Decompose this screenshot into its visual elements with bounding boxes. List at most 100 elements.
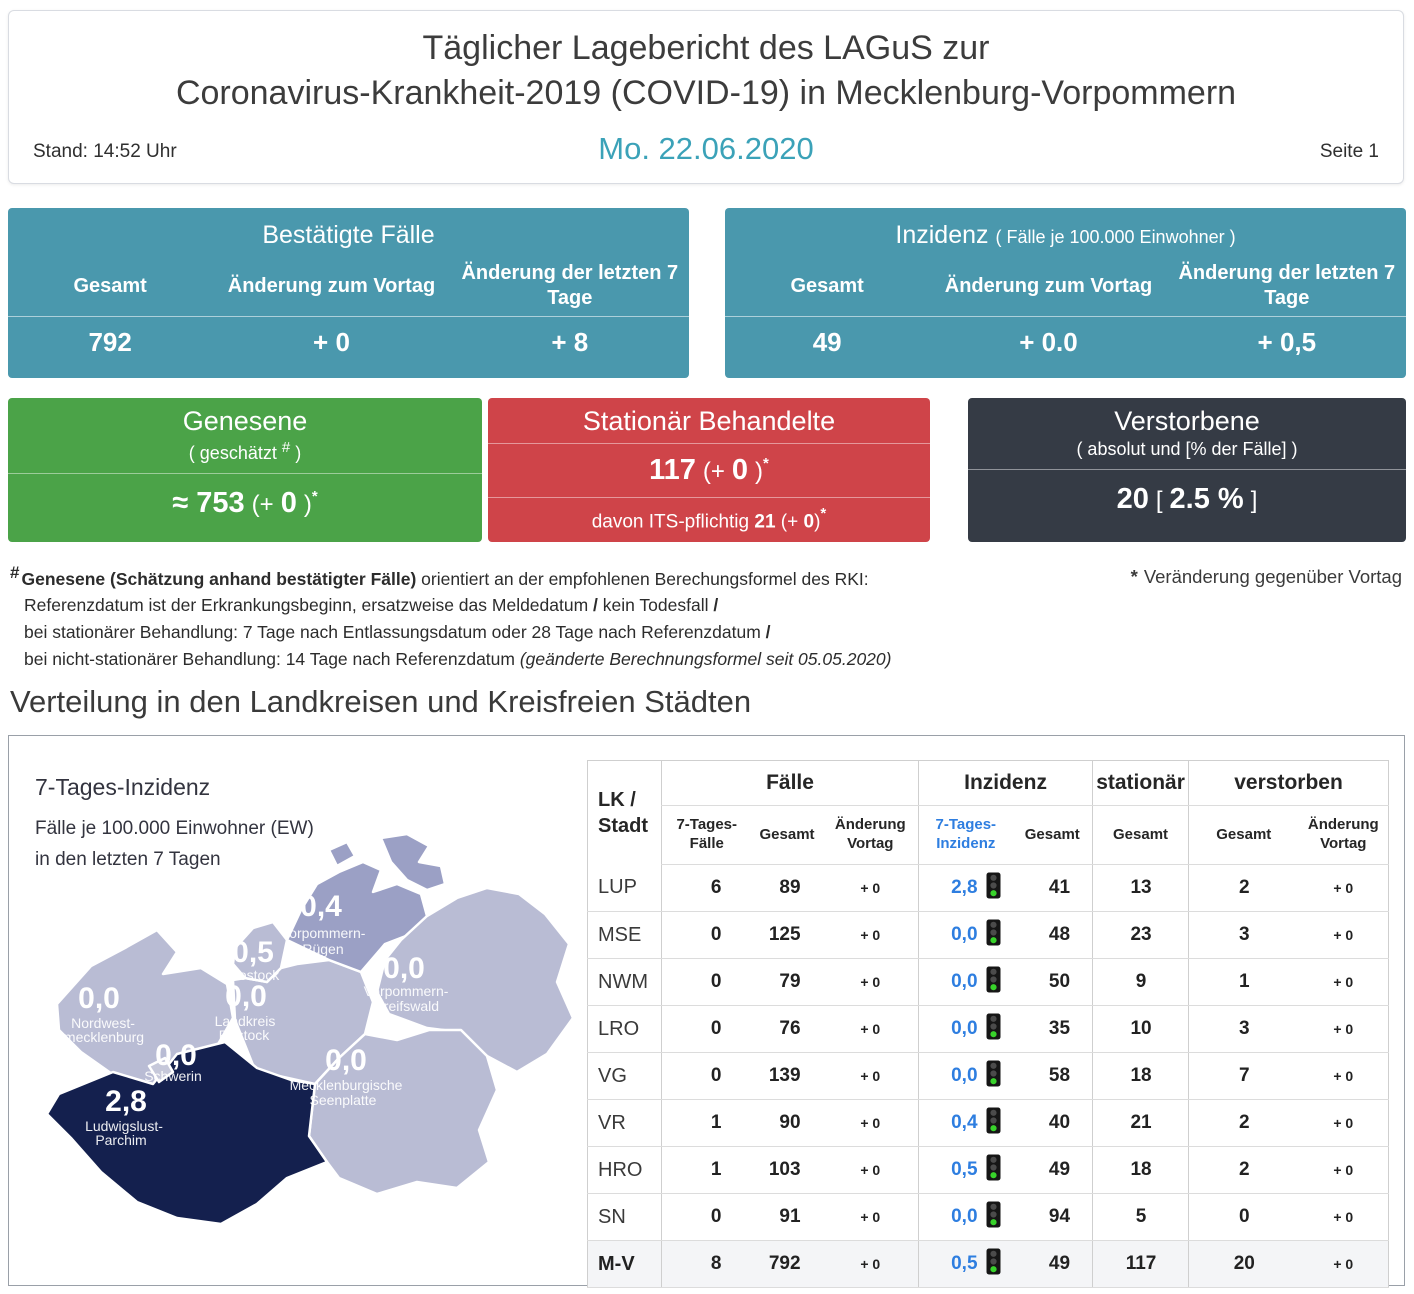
cases-total: 139 [751, 1052, 823, 1100]
footnote-text: kein Todesfall [597, 595, 714, 616]
traffic-light-icon [986, 1201, 1001, 1233]
map-region-shape [375, 886, 575, 1074]
card-value: 117 (+ 0)* [488, 454, 930, 487]
cases-change: + 0 [822, 1099, 919, 1147]
map-legend-sub: Fälle je 100.000 Einwohner (EW) in den l… [35, 813, 314, 876]
hospital-total: 23 [1092, 911, 1189, 959]
map-region-shape [327, 840, 357, 868]
hospital-total: 5 [1092, 1193, 1189, 1241]
map-legend-title: 7-Tages-Inzidenz [35, 774, 211, 800]
footnote-italic: (geänderte Berechnungsformel seit 05.05.… [519, 648, 892, 669]
traffic-light-icon [986, 872, 1001, 904]
footnote-bold: Genesene (Schätzung anhand bestätigter F… [21, 568, 417, 589]
traffic-light-icon [986, 1060, 1001, 1092]
district-code: VR [587, 1099, 662, 1147]
district-code: LUP [587, 864, 662, 912]
footnote-line-2: Referenzdatum ist der Erkrankungsbeginn,… [10, 592, 891, 619]
incidence-7day: 0,0 [918, 958, 1013, 1006]
footnote-line-4: bei nicht-stationärer Behandlung: 14 Tag… [10, 646, 891, 673]
map-region-value: 0,0 [78, 982, 120, 1015]
cases-total: 79 [751, 958, 823, 1006]
incidence-7day: 0,0 [918, 1193, 1013, 1241]
hash-symbol: # [281, 438, 291, 456]
table-row: NWM 0 79 + 0 0,0 50 9 1 + 0 [587, 958, 1389, 1006]
star-symbol: * [1130, 566, 1138, 587]
icu-label: davon ITS-pflichtig [591, 511, 750, 533]
traffic-light-icon [986, 1154, 1001, 1186]
deaths-change: + 0 [1298, 1052, 1389, 1100]
incidence-7day: 0,5 [918, 1146, 1013, 1194]
icu-subline: davon ITS-pflichtig 21 (+ 0)* [488, 504, 930, 533]
group-header-cases: Fälle [660, 760, 919, 806]
card-title: Bestätigte Fälle [262, 221, 435, 249]
footnotes: # Genesene (Schätzung anhand bestätigter … [10, 560, 1404, 672]
title-line-2: Coronavirus-Krankheit-2019 (COVID-19) in… [175, 73, 1237, 112]
col-header-district: LK / Stadt [598, 788, 648, 837]
card-subtitle: ( absolut und [% der Fälle] ) [1076, 438, 1298, 459]
icu-value: 21 [754, 511, 776, 533]
slash: / [713, 595, 719, 616]
icu-change-close: ) [814, 511, 821, 533]
deaths-change: + 0 [1298, 958, 1389, 1006]
cases-total: 76 [751, 1005, 823, 1053]
star-symbol: * [763, 454, 769, 472]
district-code: VG [587, 1052, 662, 1100]
col-header-day-change: Änderung zum Vortag [944, 274, 1153, 297]
hash-symbol: # [10, 563, 20, 582]
star-note-text: Veränderung gegenüber Vortag [1143, 566, 1402, 587]
incidence-total: 50 [1012, 958, 1093, 1006]
divider [8, 472, 482, 474]
table-row: LRO 0 76 + 0 0,0 35 10 3 + 0 [587, 1005, 1389, 1053]
star-symbol: * [820, 504, 827, 522]
incidence-total: 49 [1012, 1146, 1093, 1194]
col-header-total: Gesamt [790, 274, 864, 297]
incidence-total: 49 [1012, 1240, 1093, 1288]
change-close: ) [303, 490, 312, 518]
card-incidence: Inzidenz ( Fälle je 100.000 Einwohner ) … [725, 208, 1406, 378]
incidence-total: 58 [1012, 1052, 1093, 1100]
deaths-change: + 0 [1298, 864, 1389, 912]
cases-7day: 0 [661, 1052, 752, 1100]
table-row: M-V 8 792 + 0 0,5 49 117 20 + 0 [587, 1240, 1389, 1288]
cases-change: + 0 [822, 1193, 919, 1241]
stats-row-2: Genesene ( geschätzt # ) ≈ 753 (+ 0)* Stat… [8, 398, 1406, 542]
traffic-light-icon [986, 1248, 1001, 1280]
map-region-shape [307, 1028, 499, 1196]
card-column-headers: Gesamt Änderung zum Vortag Änderung der … [725, 256, 1406, 316]
deaths-total: 2 [1188, 1099, 1299, 1147]
district-code: MSE [587, 911, 662, 959]
icu-change-value: 0 [803, 511, 815, 533]
footnote-line-3: bei stationärer Behandlung: 7 Tage nach … [10, 619, 891, 646]
cases-change: + 0 [822, 911, 919, 959]
status-timestamp: Stand: 14:52 Uhr [33, 141, 177, 162]
deaths-change: + 0 [1298, 1193, 1389, 1241]
deceased-percent: 2.5 % [1169, 482, 1244, 515]
section-title: Verteilung in den Landkreisen und Kreisf… [10, 684, 752, 719]
change-open: (+ [702, 457, 725, 485]
table-group-header-row: LK / Stadt Fälle Inzidenz stationär vers… [588, 760, 1389, 837]
cases-7day: 0 [661, 958, 752, 1006]
footnote-block: # Genesene (Schätzung anhand bestätigter … [10, 560, 891, 672]
map-region-name: Parchim [95, 1132, 146, 1148]
traffic-light-icon [986, 1013, 1001, 1045]
recovered-value: ≈ 753 [172, 486, 245, 519]
map-region-shape [285, 860, 429, 974]
value-day-change: + 0.0 [1019, 327, 1078, 357]
table-row: HRO 1 103 + 0 0,5 49 18 2 + 0 [587, 1146, 1389, 1194]
map-region-shape [379, 832, 447, 892]
card-subtitle: ( geschätzt # ) [8, 439, 482, 464]
divider [968, 468, 1406, 470]
cases-7day: 1 [661, 1099, 752, 1147]
sub-header-deaths-change: Änderung Vortag [1298, 805, 1389, 865]
header-meta: Stand: 14:52 Uhr Mo. 22.06.2020 Seite 1 [33, 129, 1379, 167]
map-legend-line3: in den letzten 7 Tagen [35, 849, 221, 871]
card-title: Verstorbene [1114, 406, 1260, 436]
hospitalized-value: 117 [649, 453, 696, 486]
cases-total: 103 [751, 1146, 823, 1194]
change-close: ) [755, 457, 764, 485]
stats-row-1: Bestätigte Fälle Gesamt Änderung zum Vor… [8, 208, 1406, 378]
incidence-7day: 0,0 [918, 1052, 1013, 1100]
map-region-value: 0,0 [225, 980, 267, 1013]
map-region-name: Nordwest- [71, 1015, 135, 1031]
deaths-total: 3 [1188, 911, 1299, 959]
